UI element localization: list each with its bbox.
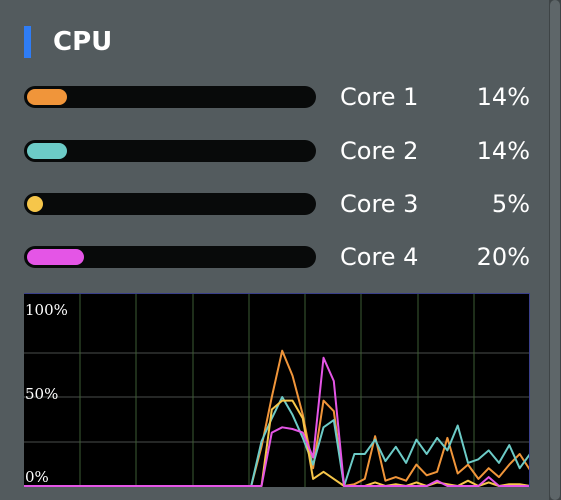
core-row-2: Core 2 14% xyxy=(24,137,530,166)
core-4-history-line xyxy=(24,356,529,487)
y-tick-label-100: 100% xyxy=(25,301,68,319)
core-percent: 14% xyxy=(476,137,530,165)
core-row-4: Core 4 20% xyxy=(24,243,530,272)
core-usage-bar-fill xyxy=(27,249,84,265)
title-accent-bar xyxy=(24,26,31,58)
core-usage-bar-fill xyxy=(27,143,67,159)
core-usage-bar-fill xyxy=(27,89,67,105)
core-usage-bar-track xyxy=(24,193,316,215)
core-usage-bar-fill xyxy=(27,196,43,212)
core-percent: 5% xyxy=(491,190,530,218)
cpu-history-chart: 100% 50% 0% xyxy=(24,293,530,487)
y-tick-label-50: 50% xyxy=(25,385,59,403)
core-3-history-line xyxy=(24,399,529,487)
core-label: Core 3 xyxy=(340,190,419,218)
core-row-1: Core 1 14% xyxy=(24,83,530,112)
core-1-history-line xyxy=(24,349,529,487)
cpu-history-plot xyxy=(24,294,529,487)
scrollbar-thumb[interactable] xyxy=(550,0,560,500)
core-usage-bar-track xyxy=(24,246,316,268)
y-tick-label-0: 0% xyxy=(25,468,49,486)
core-label: Core 1 xyxy=(340,83,419,111)
core-usage-bar-track xyxy=(24,86,316,108)
core-label: Core 4 xyxy=(340,243,419,271)
core-row-3: Core 3 5% xyxy=(24,190,530,219)
section-title: CPU xyxy=(53,27,113,57)
core-label: Core 2 xyxy=(340,137,419,165)
core-percent: 20% xyxy=(476,243,530,271)
cpu-section-header: CPU xyxy=(24,26,112,58)
core-usage-bar-track xyxy=(24,140,316,162)
core-percent: 14% xyxy=(476,83,530,111)
